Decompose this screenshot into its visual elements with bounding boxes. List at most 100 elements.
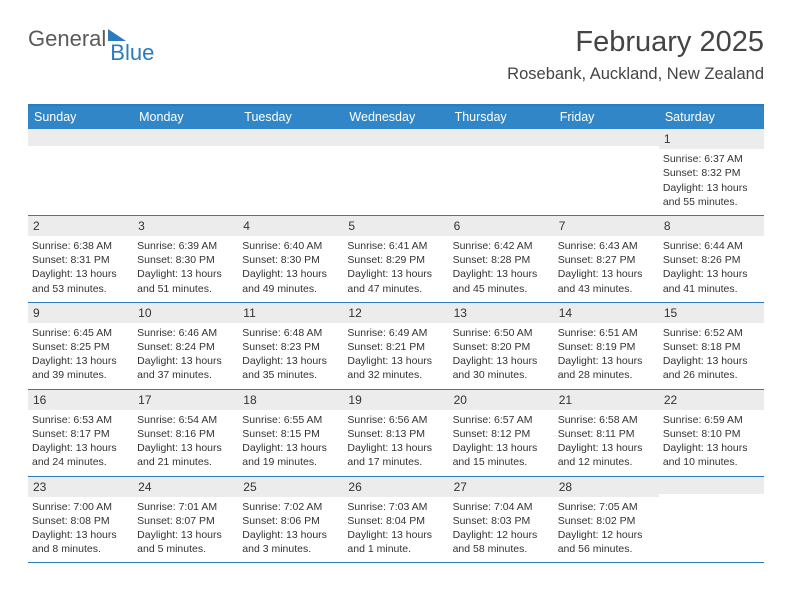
daylight-text: Daylight: 13 hours and 43 minutes. [558,267,655,295]
day-number-bar: 15 [659,303,764,323]
sunrise-text: Sunrise: 6:52 AM [663,326,760,340]
sunrise-text: Sunrise: 6:49 AM [347,326,444,340]
daylight-text: Daylight: 13 hours and 26 minutes. [663,354,760,382]
daylight-text: Daylight: 13 hours and 30 minutes. [453,354,550,382]
day-cell: 4Sunrise: 6:40 AMSunset: 8:30 PMDaylight… [238,216,343,302]
sunrise-text: Sunrise: 6:55 AM [242,413,339,427]
day-number-bar: 27 [449,477,554,497]
week-row: 2Sunrise: 6:38 AMSunset: 8:31 PMDaylight… [28,216,764,303]
sunset-text: Sunset: 8:06 PM [242,514,339,528]
week-row: 1Sunrise: 6:37 AMSunset: 8:32 PMDaylight… [28,129,764,216]
logo-word1: General [28,26,106,52]
day-number-bar: 7 [554,216,659,236]
week-row: 23Sunrise: 7:00 AMSunset: 8:08 PMDayligh… [28,477,764,564]
day-number-bar: 19 [343,390,448,410]
sunset-text: Sunset: 8:29 PM [347,253,444,267]
sunset-text: Sunset: 8:16 PM [137,427,234,441]
day-cell: 25 Sunrise: 7:02 AMSunset: 8:06 PMDayligh… [238,477,343,563]
sunrise-text: Sunrise: 7:03 AM [347,500,444,514]
day-cell: 27Sunrise: 7:04 AMSunset: 8:03 PMDayligh… [449,477,554,563]
sunrise-text: Sunrise: 7:02 AM [242,500,339,514]
day-cell: 1Sunrise: 6:37 AMSunset: 8:32 PMDaylight… [659,129,764,215]
day-cell: 15 Sunrise: 6:52 AMSunset: 8:18 PMDayligh… [659,303,764,389]
day-cell: 16 Sunrise: 6:53 AMSunset: 8:17 PMDayligh… [28,390,133,476]
day-number-bar: 17 [133,390,238,410]
daylight-text: Daylight: 13 hours and 37 minutes. [137,354,234,382]
daylight-text: Daylight: 13 hours and 32 minutes. [347,354,444,382]
day-number-bar: 10 [133,303,238,323]
sunrise-text: Sunrise: 7:05 AM [558,500,655,514]
day-cell [449,129,554,215]
daylight-text: Daylight: 13 hours and 15 minutes. [453,441,550,469]
day-cell [659,477,764,563]
sunset-text: Sunset: 8:27 PM [558,253,655,267]
day-number-bar: 23 [28,477,133,497]
weekday-header: Friday [554,106,659,129]
sunset-text: Sunset: 8:24 PM [137,340,234,354]
day-cell: 3Sunrise: 6:39 AMSunset: 8:30 PMDaylight… [133,216,238,302]
daylight-text: Daylight: 13 hours and 21 minutes. [137,441,234,469]
calendar-grid: Sunday Monday Tuesday Wednesday Thursday… [28,104,764,563]
logo-word2: Blue [110,40,154,66]
day-number-bar: 20 [449,390,554,410]
sunset-text: Sunset: 8:18 PM [663,340,760,354]
sunset-text: Sunset: 8:30 PM [137,253,234,267]
daylight-text: Daylight: 13 hours and 53 minutes. [32,267,129,295]
daylight-text: Daylight: 13 hours and 49 minutes. [242,267,339,295]
day-number-bar: 18 [238,390,343,410]
day-number-bar: 28 [554,477,659,497]
sunrise-text: Sunrise: 6:50 AM [453,326,550,340]
sunset-text: Sunset: 8:17 PM [32,427,129,441]
daylight-text: Daylight: 13 hours and 8 minutes. [32,528,129,556]
day-cell: 28Sunrise: 7:05 AMSunset: 8:02 PMDayligh… [554,477,659,563]
daylight-text: Daylight: 13 hours and 5 minutes. [137,528,234,556]
sunrise-text: Sunrise: 6:54 AM [137,413,234,427]
day-cell: 23 Sunrise: 7:00 AMSunset: 8:08 PMDayligh… [28,477,133,563]
day-number-bar [28,129,133,146]
sunset-text: Sunset: 8:10 PM [663,427,760,441]
day-number-bar: 25 [238,477,343,497]
day-cell: 7Sunrise: 6:43 AMSunset: 8:27 PMDaylight… [554,216,659,302]
day-cell [28,129,133,215]
day-number-bar: 9 [28,303,133,323]
day-cell [554,129,659,215]
sunset-text: Sunset: 8:25 PM [32,340,129,354]
sunset-text: Sunset: 8:12 PM [453,427,550,441]
day-cell: 20Sunrise: 6:57 AMSunset: 8:12 PMDayligh… [449,390,554,476]
daylight-text: Daylight: 13 hours and 12 minutes. [558,441,655,469]
daylight-text: Daylight: 13 hours and 24 minutes. [32,441,129,469]
day-cell: 21Sunrise: 6:58 AMSunset: 8:11 PMDayligh… [554,390,659,476]
weekday-header: Wednesday [343,106,448,129]
day-cell: 19Sunrise: 6:56 AMSunset: 8:13 PMDayligh… [343,390,448,476]
sunset-text: Sunset: 8:21 PM [347,340,444,354]
day-cell: 26Sunrise: 7:03 AMSunset: 8:04 PMDayligh… [343,477,448,563]
day-cell: 11Sunrise: 6:48 AMSunset: 8:23 PMDayligh… [238,303,343,389]
sunrise-text: Sunrise: 7:00 AM [32,500,129,514]
day-cell: 17 Sunrise: 6:54 AMSunset: 8:16 PMDayligh… [133,390,238,476]
day-cell: 10Sunrise: 6:46 AMSunset: 8:24 PMDayligh… [133,303,238,389]
daylight-text: Daylight: 12 hours and 58 minutes. [453,528,550,556]
sunrise-text: Sunrise: 6:48 AM [242,326,339,340]
sunset-text: Sunset: 8:30 PM [242,253,339,267]
day-number-bar: 16 [28,390,133,410]
weekday-header: Saturday [659,106,764,129]
sunrise-text: Sunrise: 6:37 AM [663,152,760,166]
sunrise-text: Sunrise: 6:56 AM [347,413,444,427]
sunset-text: Sunset: 8:20 PM [453,340,550,354]
day-cell: 22Sunrise: 6:59 AMSunset: 8:10 PMDayligh… [659,390,764,476]
daylight-text: Daylight: 13 hours and 47 minutes. [347,267,444,295]
day-cell: 2Sunrise: 6:38 AMSunset: 8:31 PMDaylight… [28,216,133,302]
daylight-text: Daylight: 13 hours and 17 minutes. [347,441,444,469]
day-number-bar [238,129,343,146]
sunset-text: Sunset: 8:15 PM [242,427,339,441]
daylight-text: Daylight: 12 hours and 56 minutes. [558,528,655,556]
sunset-text: Sunset: 8:08 PM [32,514,129,528]
day-cell: 6Sunrise: 6:42 AMSunset: 8:28 PMDaylight… [449,216,554,302]
weekday-header: Monday [133,106,238,129]
day-number-bar: 1 [659,129,764,149]
sunset-text: Sunset: 8:19 PM [558,340,655,354]
sunrise-text: Sunrise: 6:53 AM [32,413,129,427]
sunset-text: Sunset: 8:28 PM [453,253,550,267]
location-subtitle: Rosebank, Auckland, New Zealand [507,65,764,84]
daylight-text: Daylight: 13 hours and 3 minutes. [242,528,339,556]
